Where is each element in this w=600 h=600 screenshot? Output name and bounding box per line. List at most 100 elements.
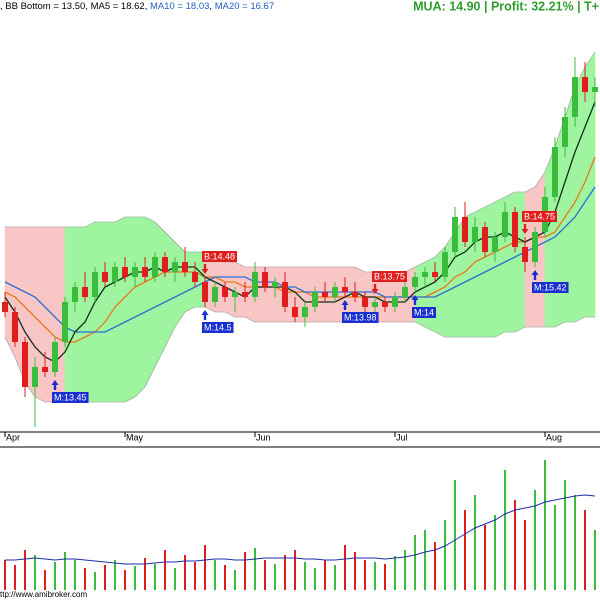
signal-label: M:14	[414, 307, 434, 317]
volume-bar	[24, 550, 26, 590]
header-segment: MA20 = 16.67	[215, 1, 274, 12]
volume-bar	[364, 560, 366, 590]
volume-bar	[474, 495, 476, 590]
volume-bar	[484, 525, 486, 590]
volume-bar	[214, 560, 216, 590]
candle-body	[372, 302, 378, 307]
signal-label-bg	[532, 282, 569, 293]
volume-bar	[104, 565, 106, 590]
buy-arrow	[201, 310, 209, 320]
candle-body	[512, 212, 518, 247]
candle-body	[132, 267, 138, 277]
candle-body	[52, 342, 58, 372]
volume-bar	[64, 552, 66, 590]
candle-body	[222, 287, 228, 297]
signals: M:13.45 M:14.5 B:14.48 M:13.98 B:13.75 M:14 B:…	[51, 211, 569, 403]
volume-bar	[264, 560, 266, 590]
volume-bar	[134, 566, 136, 590]
x-tick-label: Aug	[546, 432, 562, 442]
candle-body	[552, 147, 558, 197]
volume-bar	[394, 556, 396, 590]
signal-label-bg	[52, 392, 89, 403]
volume-bar	[164, 550, 166, 590]
volume-bar	[504, 470, 506, 590]
volume-bar	[424, 530, 426, 590]
band-segment	[154, 221, 166, 368]
volume-bar	[224, 565, 226, 590]
candle-body	[172, 262, 178, 272]
volume-bar	[34, 555, 36, 590]
candle-body	[42, 367, 48, 372]
candle-body	[232, 292, 238, 297]
candle-body	[482, 227, 488, 252]
volume-bar	[414, 535, 416, 590]
x-tick-label: Jun	[256, 432, 271, 442]
candle-body	[202, 282, 208, 302]
signal-label: B:13.75	[374, 271, 405, 281]
candle-body	[582, 77, 588, 92]
band-segment	[234, 261, 246, 318]
candle-body	[442, 252, 448, 277]
band-edge	[5, 51, 596, 273]
candle-body	[192, 272, 198, 282]
signal-label-bg	[412, 307, 437, 318]
candle-body	[592, 87, 598, 92]
ma-line	[4, 186, 596, 333]
candle-body	[462, 217, 468, 242]
volume-bar	[544, 460, 546, 590]
candle-body	[182, 262, 188, 272]
candle-body	[32, 367, 38, 387]
signal-label: M:13.45	[54, 392, 87, 402]
header-segment: MA10 = 18.03	[150, 1, 209, 12]
volume-bar	[494, 515, 496, 590]
candle-body	[72, 287, 78, 302]
candle-body	[452, 217, 458, 252]
band-segment	[44, 226, 56, 403]
volume-bar	[344, 545, 346, 590]
band-segment	[94, 221, 106, 403]
candle-body	[562, 117, 568, 147]
volume-bar	[314, 568, 316, 590]
volume-bar	[54, 562, 56, 590]
volume-bar	[124, 570, 126, 590]
volume-pane	[4, 460, 596, 590]
candle-body	[302, 307, 308, 317]
candle-body	[2, 302, 8, 312]
x-axis: Apr May Jun Jul Aug	[4, 432, 562, 442]
ma-line	[4, 101, 596, 363]
volume-bar	[184, 555, 186, 590]
candles	[2, 57, 598, 427]
signal-label-bg	[372, 271, 408, 282]
x-tick-label: Jul	[396, 432, 408, 442]
candle-body	[112, 267, 118, 282]
candle-body	[402, 287, 408, 297]
signal-label: M:15.42	[534, 282, 567, 292]
buy-arrow	[51, 380, 59, 390]
volume-bar	[324, 560, 326, 590]
volume-bar	[114, 560, 116, 590]
volume-bar	[384, 564, 386, 590]
volume-bar	[564, 480, 566, 590]
header-segment: , BB Bottom = 13.50, MA5 = 18.62,	[0, 1, 150, 12]
candle-body	[362, 297, 368, 307]
volume-bar	[554, 505, 556, 590]
candle-body	[82, 287, 88, 297]
candle-body	[432, 272, 438, 277]
candle-body	[332, 287, 338, 297]
candle-body	[282, 282, 288, 307]
volume-bar	[194, 562, 196, 590]
band-segment	[104, 221, 116, 403]
volume-bar	[294, 550, 296, 590]
signal-label: B:14.48	[204, 251, 235, 261]
volume-bar	[14, 565, 16, 590]
band-segment	[74, 226, 86, 403]
candle-body	[352, 292, 358, 297]
volume-bar	[284, 555, 286, 590]
candle-body	[62, 302, 68, 342]
band-segment	[114, 216, 126, 403]
candle-body	[422, 272, 428, 277]
volume-bar	[204, 545, 206, 590]
sell-arrow	[201, 264, 209, 274]
